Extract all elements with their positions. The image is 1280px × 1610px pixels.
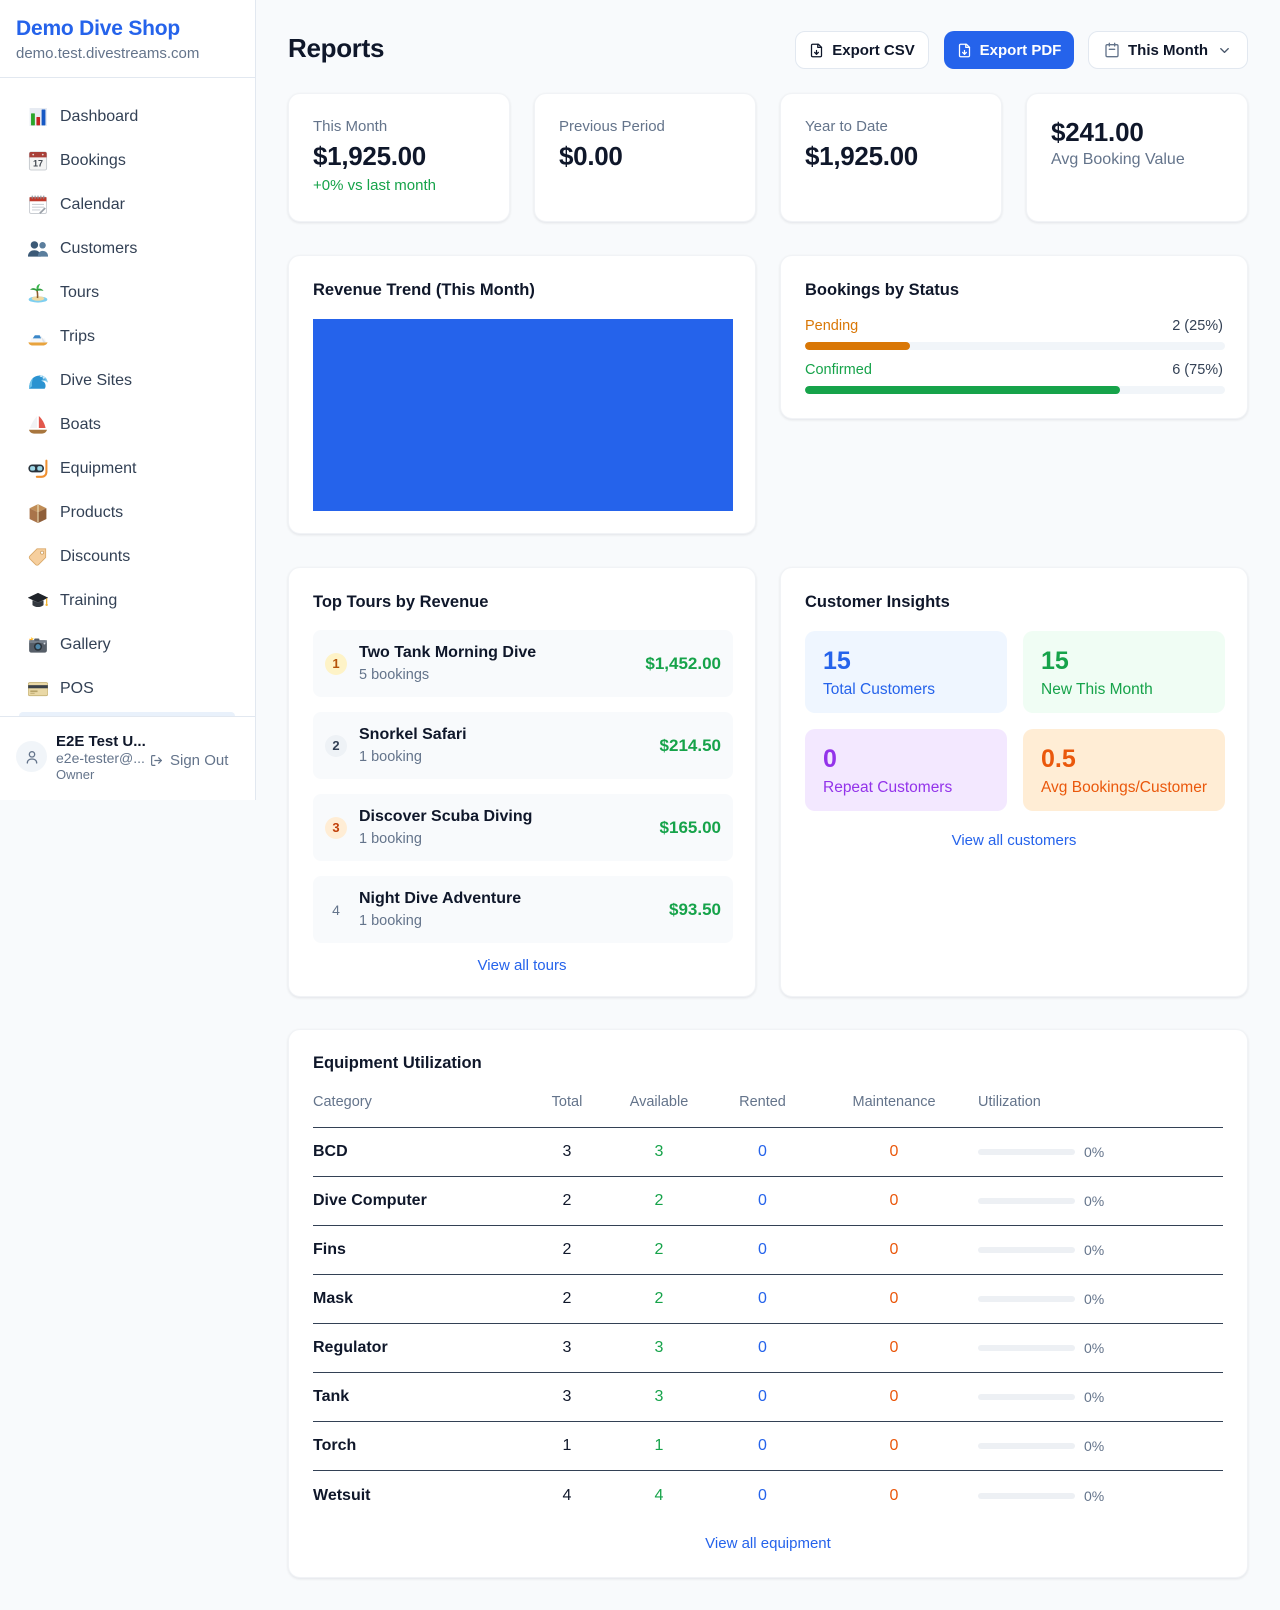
svg-text:17: 17 xyxy=(33,159,43,169)
